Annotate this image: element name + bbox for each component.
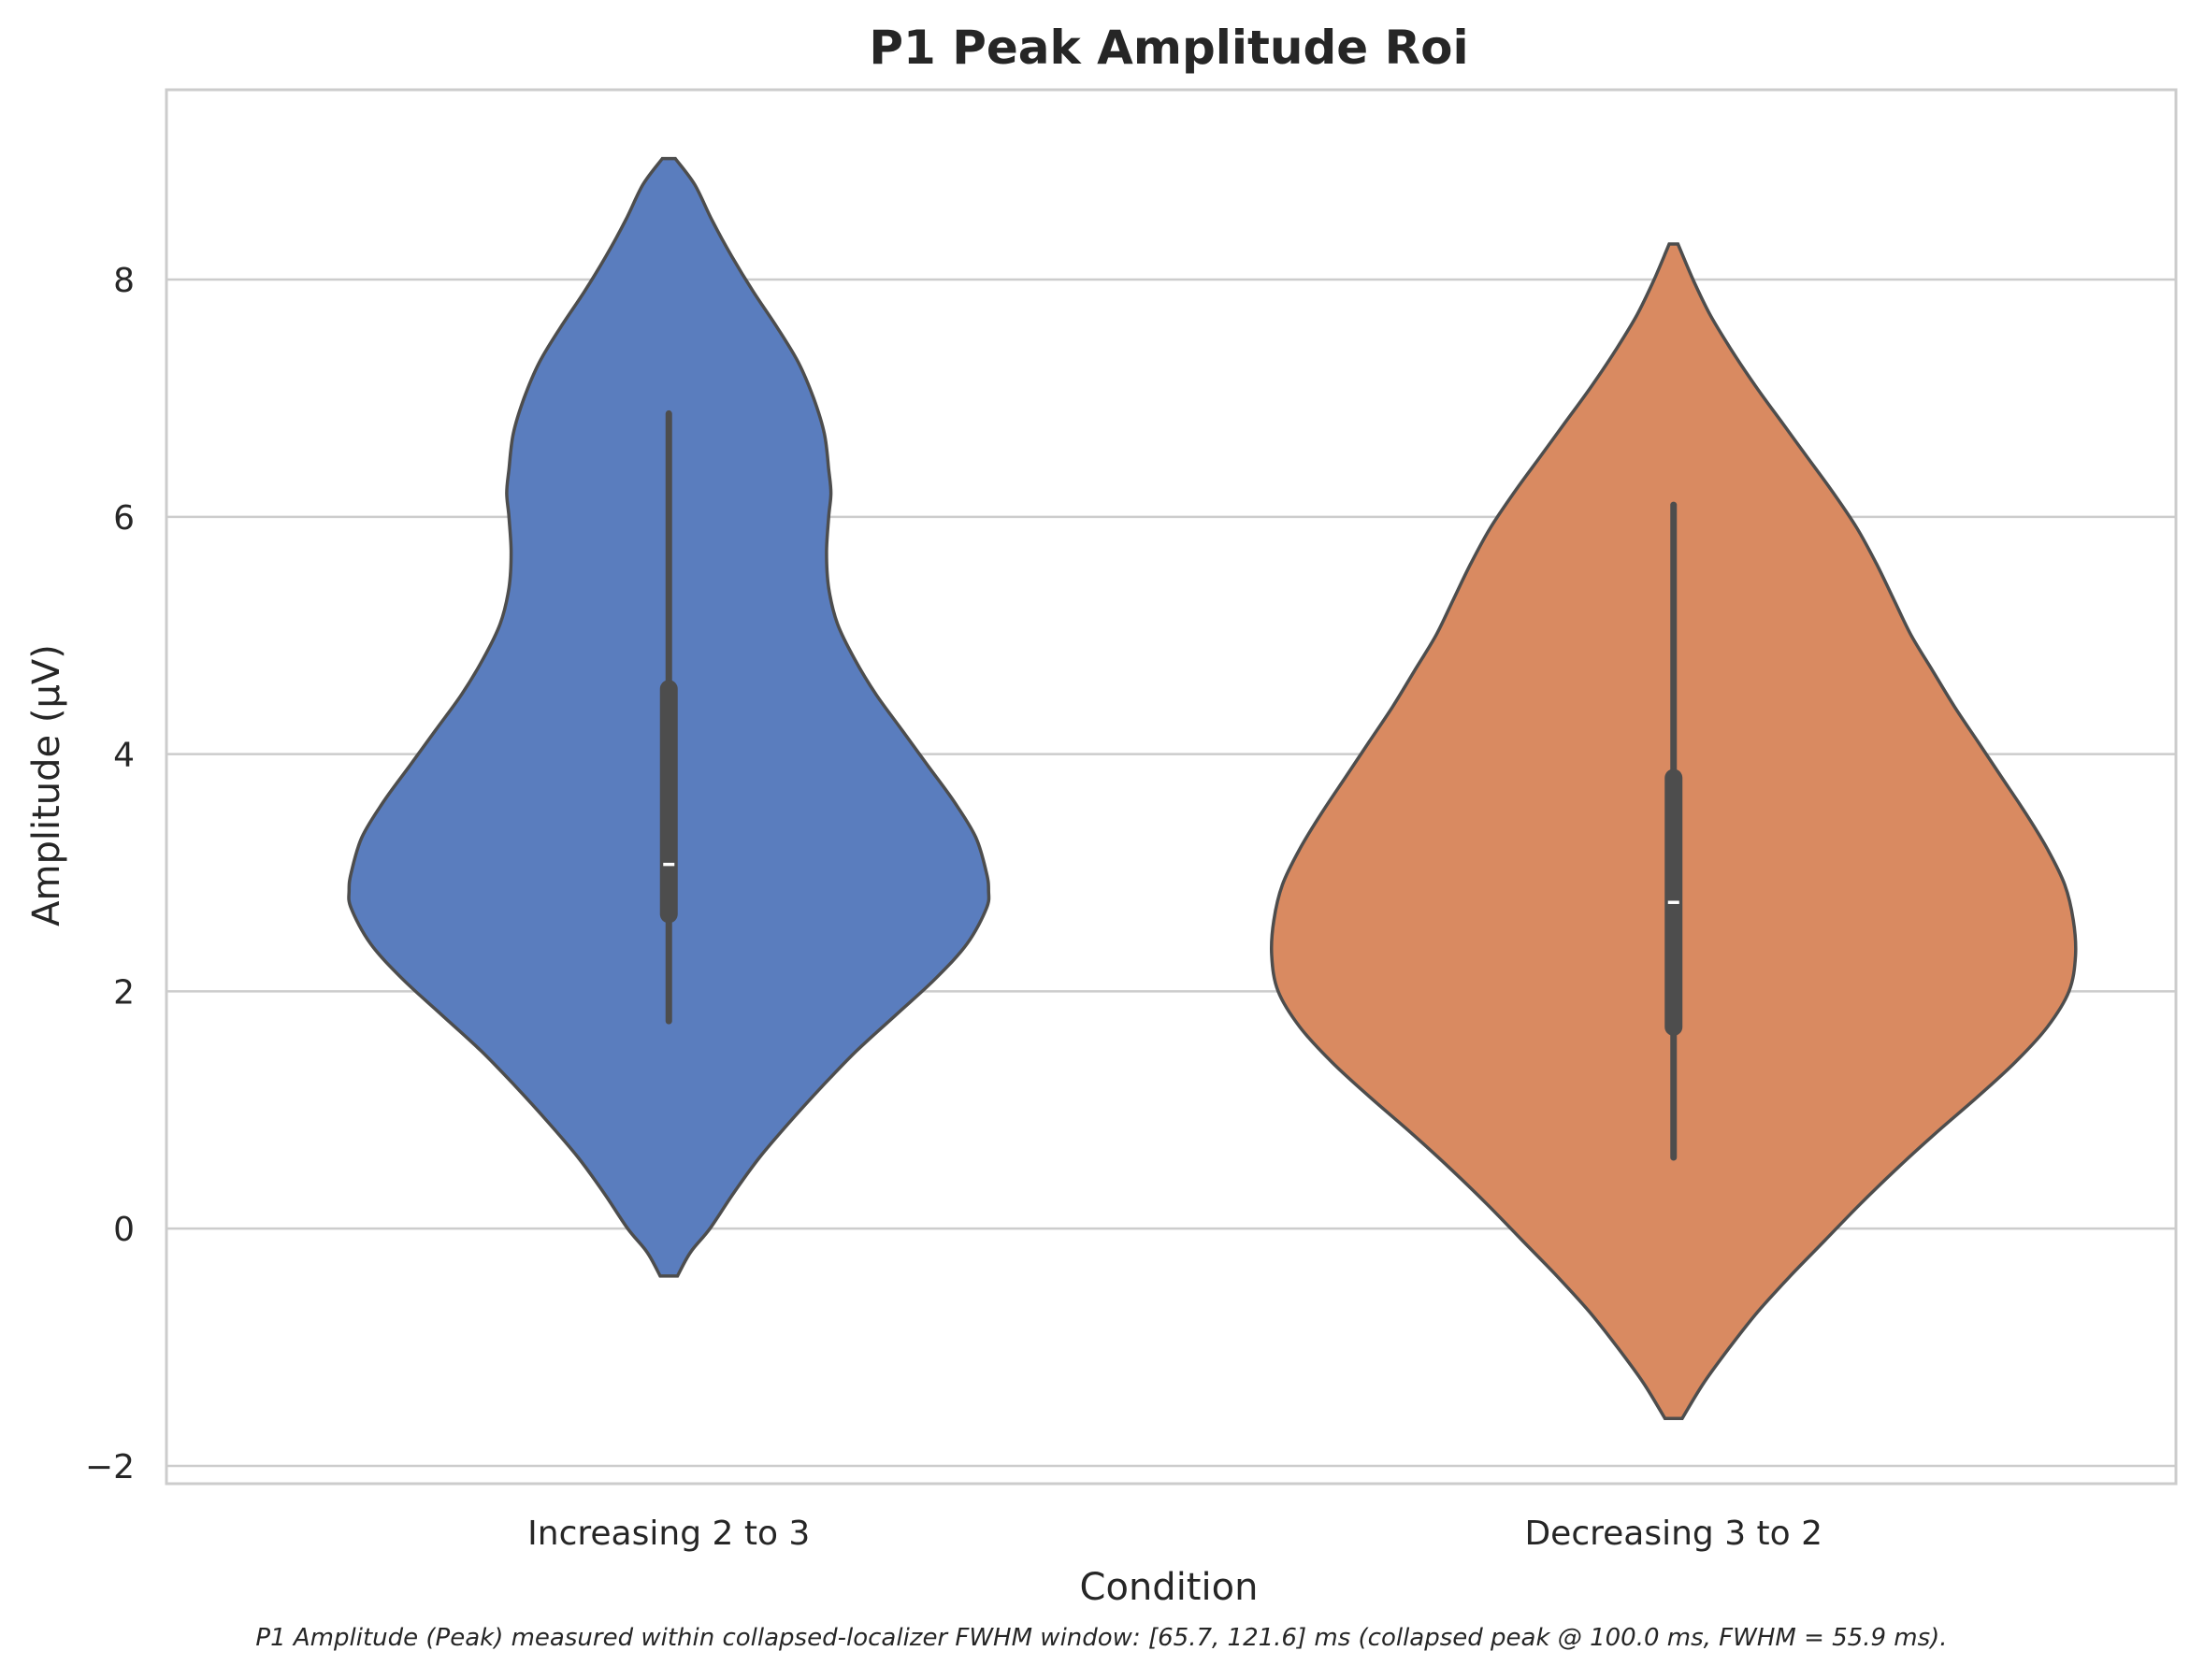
y-tick-label: 0 xyxy=(113,1211,135,1249)
y-tick-label: −2 xyxy=(85,1448,135,1486)
y-axis-label: Amplitude (µV) xyxy=(25,644,68,926)
violins xyxy=(347,156,2078,1420)
violin-1 xyxy=(347,156,991,1278)
y-tick-labels: −2 0 2 4 6 8 xyxy=(85,262,135,1486)
chart-title: P1 Peak Amplitude Roi xyxy=(869,21,1468,75)
x-tick-label: Increasing 2 to 3 xyxy=(527,1515,810,1553)
x-axis-label: Condition xyxy=(1080,1566,1259,1609)
y-tick-label: 6 xyxy=(113,499,135,538)
y-tick-label: 8 xyxy=(113,262,135,300)
x-tick-labels: Increasing 2 to 3 Decreasing 3 to 2 xyxy=(527,1515,1822,1553)
plot-frame xyxy=(165,88,2178,1486)
x-tick-label: Decreasing 3 to 2 xyxy=(1524,1515,1822,1553)
y-tick-label: 4 xyxy=(113,737,135,775)
y-tick-label: 2 xyxy=(113,973,135,1012)
chart-caption: P1 Amplitude (Peak) measured within coll… xyxy=(255,1624,1947,1652)
violin-2 xyxy=(1269,242,2078,1420)
